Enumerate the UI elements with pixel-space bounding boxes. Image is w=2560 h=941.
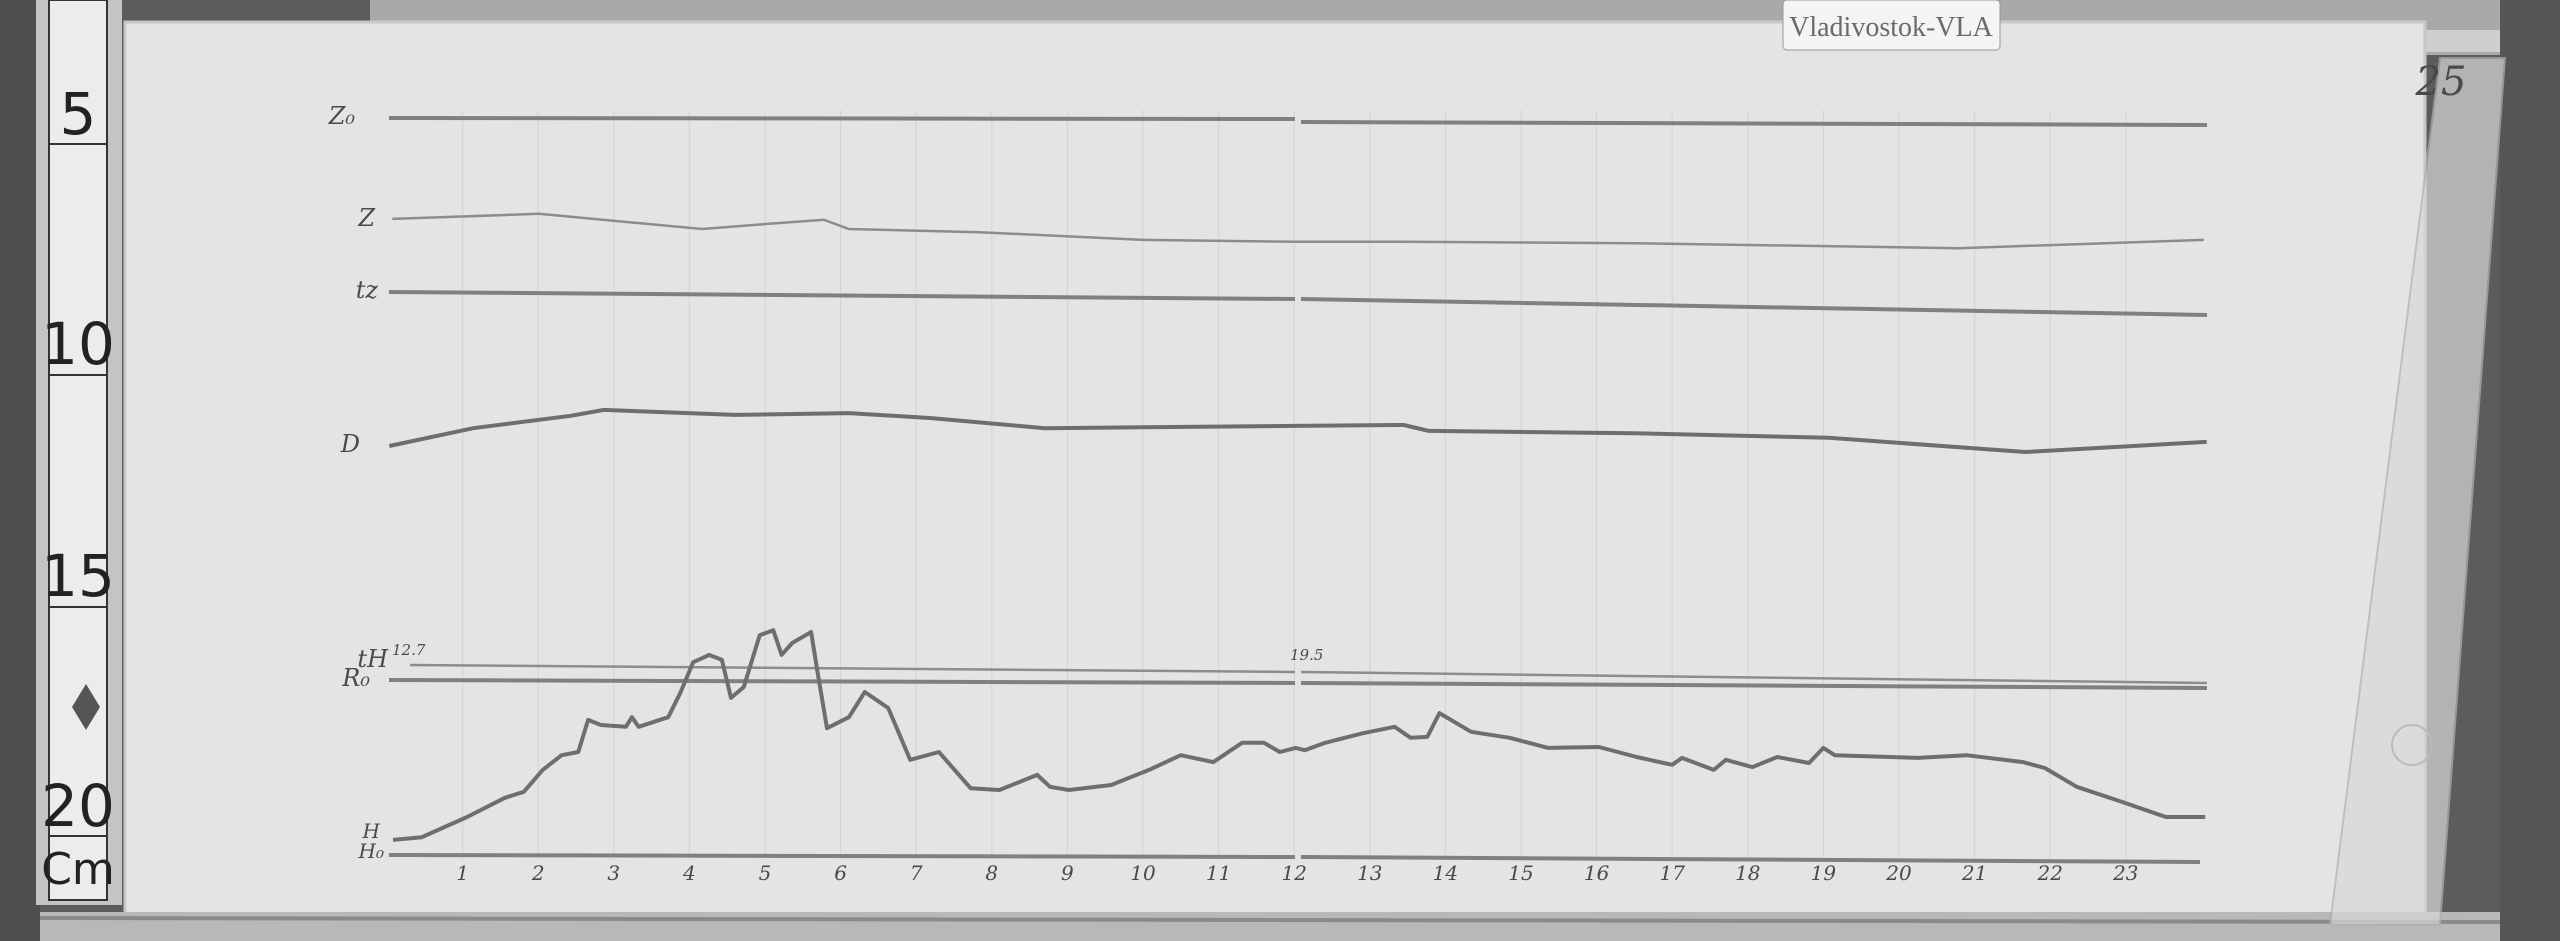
traces <box>388 212 2207 842</box>
hour-tick-label: 22 <box>2036 861 2062 885</box>
ruler-label-5: 5 <box>60 80 97 148</box>
wood-edge-right <box>2500 0 2560 941</box>
hour-tick-label: 10 <box>1130 861 1156 885</box>
hour-tick-labels: 1 2 3 4 5 6 7 8 9 10 11 12 13 14 15 16 17 18 19 20 21 22 23 <box>456 861 2138 885</box>
h0-baseline-right <box>1300 855 2201 864</box>
transparent-ruler <box>2328 57 2507 926</box>
sleeve-bottom-edge <box>39 916 2501 924</box>
hour-tick-label: 15 <box>1508 861 1533 885</box>
label-tz: tz <box>356 276 379 304</box>
r0-line <box>388 678 1296 685</box>
ruler-label-15: 15 <box>41 542 115 610</box>
ruler-strip <box>48 0 108 901</box>
sleeve-bottom <box>40 912 2500 941</box>
label-th-value: 12.7 <box>392 641 426 659</box>
station-label: Vladivostok-VLA <box>1789 12 1994 43</box>
cm-ruler: 5 10 15 20 Cm <box>36 0 122 905</box>
hour-tick-label: 13 <box>1357 861 1382 885</box>
hour-tick-label: 20 <box>1885 861 1912 885</box>
label-d: D <box>340 430 360 458</box>
hour-tick-label: 23 <box>2112 861 2138 885</box>
hour-grid <box>462 110 2127 860</box>
tz-line-right <box>1300 297 2208 317</box>
hour-tick-label: 12 <box>1281 861 1306 885</box>
hour-tick-label: 9 <box>1061 861 1074 885</box>
trace-d <box>388 407 2207 454</box>
hour-tick-label: 11 <box>1206 861 1231 885</box>
label-h0: H₀ <box>358 839 384 863</box>
hour-tick-label: 21 <box>1961 861 1987 885</box>
station-tag <box>1782 0 2001 51</box>
hour-tick-label: 7 <box>910 861 923 885</box>
hour-tick-label: 19 <box>1811 861 1837 885</box>
ruler-diamond-marker-icon <box>72 684 100 730</box>
label-th-value-right: 19.5 <box>1290 646 1323 664</box>
z0-baseline <box>388 116 1296 121</box>
label-z: Z <box>357 204 376 232</box>
magnetogram-paper <box>125 22 2425 917</box>
hour-tick-label: 18 <box>1735 861 1760 885</box>
h0-baseline <box>388 853 1296 859</box>
hour-tick-label: 16 <box>1584 861 1610 885</box>
hour-tick-label: 4 <box>682 861 696 885</box>
label-z0: Z₀ <box>328 102 356 130</box>
hour-tick-label: 6 <box>834 861 847 885</box>
trace-h <box>392 628 2206 842</box>
hour-tick-label: 3 <box>607 861 620 885</box>
hour-tick-label: 8 <box>985 861 998 885</box>
label-h: H <box>362 819 381 843</box>
label-r0: R₀ <box>341 664 370 692</box>
hour-tick-label: 17 <box>1659 861 1685 885</box>
hour-tick-label: 1 <box>456 861 469 885</box>
ruler-hole <box>2391 724 2433 766</box>
trace-z <box>392 212 2204 250</box>
ruler-label-20: 20 <box>41 772 115 840</box>
hour-tick-label: 2 <box>531 861 545 885</box>
th-line-right <box>1300 670 2208 685</box>
hour-tick-label: 14 <box>1433 861 1458 885</box>
ruler-unit-label: Cm <box>41 844 115 895</box>
th-line <box>409 663 1296 674</box>
z0-baseline-right <box>1300 120 2208 127</box>
hour-tick-label: 5 <box>759 861 772 885</box>
tz-line <box>388 290 1296 301</box>
r0-line-right <box>1300 681 2208 690</box>
page-number: 25 <box>2415 59 2467 105</box>
wood-edge-left <box>0 0 40 941</box>
ruler-label-10: 10 <box>41 310 115 378</box>
label-th: tH <box>357 645 389 673</box>
